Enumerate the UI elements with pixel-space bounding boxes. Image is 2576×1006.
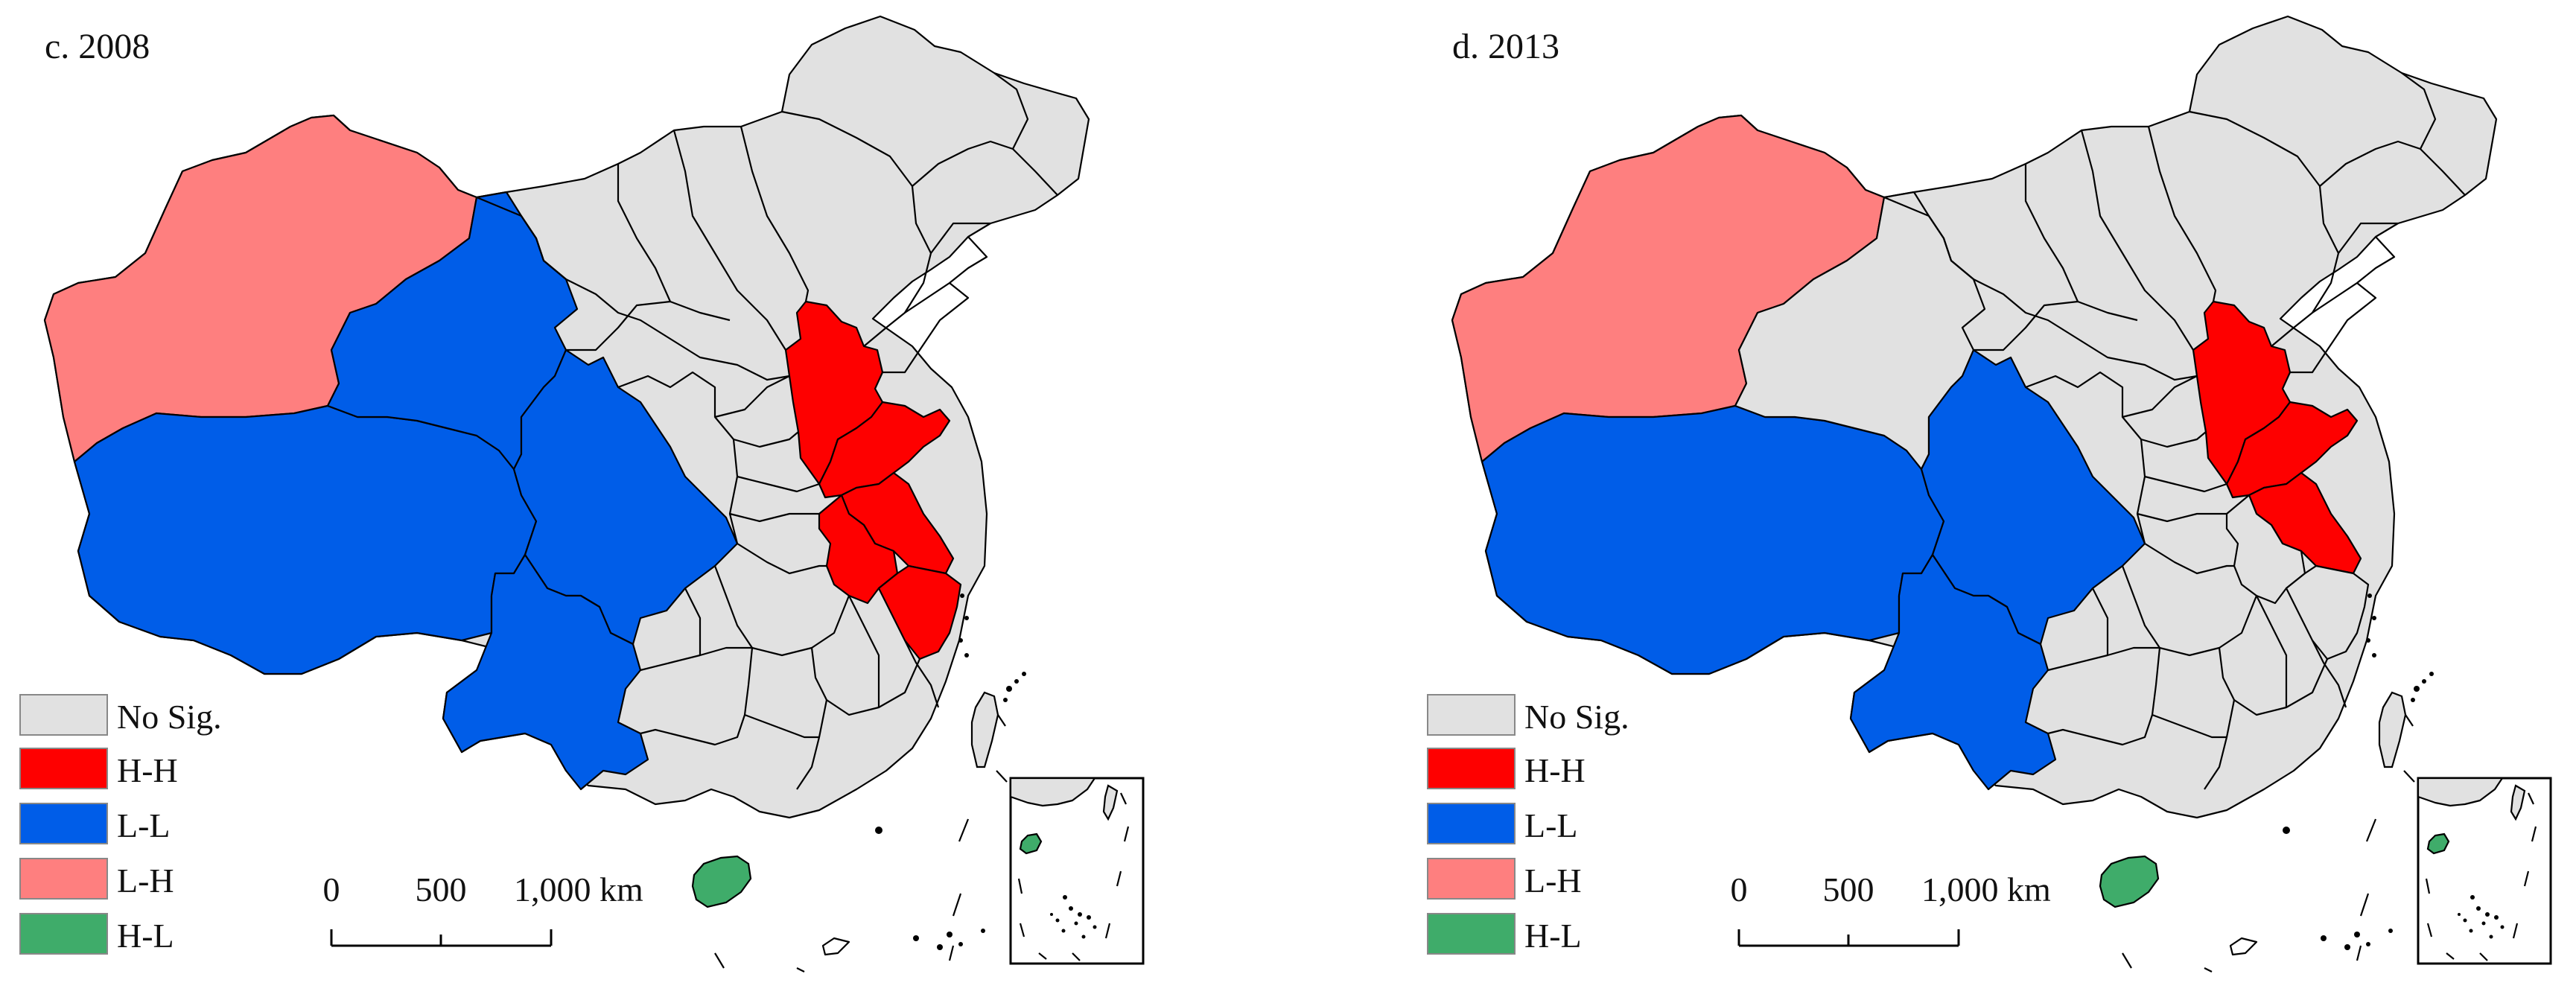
map-panel-c: c. 2008 No Sig. H-H L-L L-H H-L 0 500 1,… <box>19 15 1145 972</box>
province-zhejiang <box>2285 564 2370 660</box>
legend-swatch <box>1427 913 1516 955</box>
province-hainan <box>2099 855 2160 908</box>
legend-label: H-L <box>1524 917 1582 955</box>
province-hainan <box>691 855 752 908</box>
province-tibet <box>73 404 538 675</box>
scale-tick: 500 <box>416 870 467 908</box>
province-beijing-hebei <box>2192 300 2292 486</box>
legend-swatch <box>1427 748 1516 789</box>
province-beijing-hebei <box>784 300 884 486</box>
legend-swatch <box>19 913 108 955</box>
legend-swatch <box>19 803 108 844</box>
legend-label: L-L <box>117 806 171 844</box>
legend-label: L-H <box>1524 862 1582 900</box>
legend-swatch <box>1427 803 1516 844</box>
scale-bar: 0 500 1,000 km <box>323 870 644 908</box>
province-qinghai <box>1734 191 1986 471</box>
map-body <box>19 15 1145 972</box>
scale-tick: 500 <box>1823 870 1874 908</box>
legend-label: H-H <box>117 751 178 789</box>
scale-bar: 0 500 1,000 km <box>1731 870 2052 908</box>
province-yunnan <box>442 553 649 791</box>
province-qinghai <box>326 191 579 471</box>
scale-tick: 0 <box>1731 870 1748 908</box>
province-zhejiang <box>877 564 962 660</box>
legend-label: H-L <box>117 917 174 955</box>
legend-label: L-H <box>117 862 174 900</box>
province-tibet <box>1481 404 1945 675</box>
province-yunnan <box>1849 553 2057 791</box>
legend-label: L-L <box>1524 806 1578 844</box>
scale-tick: 1,000 km <box>1921 870 2051 908</box>
legend: No Sig. H-H L-L L-H H-L <box>1524 698 1629 955</box>
legend-label: No Sig. <box>1524 698 1629 736</box>
panel-title: c. 2008 <box>45 27 150 66</box>
panel-title: d. 2013 <box>1452 27 1559 66</box>
legend-label: No Sig. <box>117 698 222 736</box>
legend-label: H-H <box>1524 751 1586 789</box>
legend-swatch <box>1427 858 1516 900</box>
legend-swatch <box>1427 694 1516 736</box>
map-body <box>1427 15 2552 972</box>
map-panel-d: d. 2013 No Sig. H-H L-L L-H H-L 0 500 1,… <box>1427 15 2552 972</box>
legend-swatch <box>19 694 108 736</box>
legend-swatch <box>19 748 108 789</box>
scale-tick: 1,000 km <box>514 870 643 908</box>
scale-tick: 0 <box>323 870 340 908</box>
legend: No Sig. H-H L-L L-H H-L <box>117 698 222 955</box>
legend-swatch <box>19 858 108 900</box>
